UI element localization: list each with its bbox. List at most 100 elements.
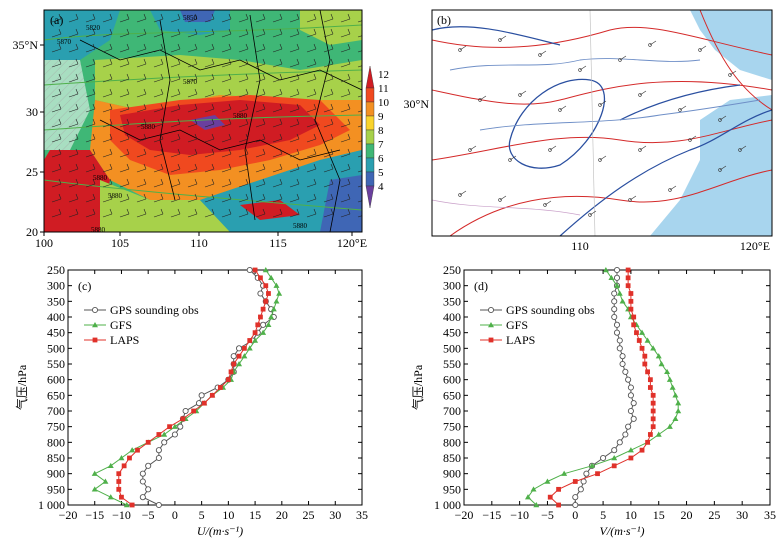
data-point (630, 400, 637, 407)
wind-barb (204, 58, 215, 68)
river-line (449, 58, 701, 71)
data-point (156, 432, 162, 437)
data-point (155, 501, 162, 509)
contour-label: 5880 (233, 112, 248, 120)
wind-barb (153, 118, 164, 128)
data-point (171, 423, 178, 429)
data-point (167, 424, 172, 430)
data-point (639, 345, 645, 351)
wind-barb (170, 13, 181, 23)
wind-barb (102, 193, 113, 203)
data-point (636, 338, 642, 343)
data-point (616, 337, 623, 344)
wind-barb (272, 58, 283, 68)
wind-barb (119, 103, 130, 113)
data-point (628, 455, 634, 461)
station-marker (538, 53, 542, 57)
colorbar-segment (365, 157, 375, 173)
contour-red (432, 80, 772, 105)
sea-north (690, 10, 772, 80)
station-marker (688, 138, 692, 142)
contour-blue (432, 26, 561, 46)
wind-barb (204, 148, 215, 158)
data-point (616, 439, 623, 446)
station-marker (508, 158, 512, 162)
wind-barb (51, 73, 62, 83)
data-point (230, 353, 237, 360)
data-point (572, 479, 578, 484)
wind-barb (153, 28, 164, 38)
wind-barb (306, 43, 317, 53)
field-red-core (120, 100, 320, 155)
panel-b-lon-tick: 120°E (740, 239, 770, 253)
station-wind (599, 100, 607, 106)
field-blue-north (180, 10, 215, 22)
data-point (252, 267, 258, 273)
wind-barb (187, 73, 198, 83)
station-wind (639, 90, 647, 96)
data-point (655, 353, 662, 359)
wind-barb (306, 193, 317, 203)
wind-barb (306, 118, 317, 128)
station-marker (578, 68, 582, 72)
data-point (533, 502, 540, 508)
y-tick-label: 750 (47, 420, 65, 434)
wind-barb (272, 13, 283, 23)
station-wind (619, 55, 627, 61)
station-wind (699, 45, 707, 51)
station-wind (479, 95, 487, 101)
panel-b-lon-tick: 110 (571, 239, 589, 253)
contour-line (44, 24, 362, 41)
data-point (675, 400, 682, 406)
wind-barb (102, 148, 113, 158)
contour-line (44, 114, 362, 131)
lat-tick-label: 30 (26, 105, 38, 119)
data-point (123, 502, 130, 508)
wind-barb (85, 43, 96, 53)
y-tick-label: 700 (47, 404, 65, 418)
data-point (611, 306, 618, 313)
data-point (258, 275, 263, 281)
data-point (664, 368, 671, 375)
wind-barb (68, 163, 79, 173)
wind-barb (187, 163, 198, 173)
station-wind (739, 145, 747, 151)
data-point (672, 415, 679, 422)
wind-barb (323, 103, 334, 113)
data-point (102, 478, 109, 484)
data-point (614, 282, 620, 288)
wind-barb (221, 148, 232, 158)
wind-barb (187, 13, 198, 23)
x-tick-label: −5 (541, 508, 554, 522)
station-marker (498, 38, 502, 42)
station-wind (669, 185, 677, 191)
data-point (155, 454, 162, 462)
station-marker (498, 198, 502, 202)
y-tick-label: 500 (47, 341, 65, 355)
wind-barb (255, 13, 266, 23)
station-marker (718, 168, 722, 172)
y-tick-label: 800 (47, 435, 65, 449)
wind-barb (170, 43, 181, 53)
x-tick-label: 0 (572, 508, 578, 522)
wind-barb (238, 133, 249, 143)
lon-tick-label: 100 (35, 236, 53, 250)
wind-barb (153, 73, 164, 83)
wind-barb (102, 103, 113, 113)
wind-barb (289, 88, 300, 98)
data-point (236, 361, 243, 367)
wind-barb (289, 103, 300, 113)
data-point (611, 463, 617, 469)
y-tick-label: 600 (443, 373, 461, 387)
wind-barb (85, 88, 96, 98)
data-point (611, 298, 618, 305)
x-tick-label: −20 (59, 508, 78, 522)
wind-barb (221, 163, 232, 173)
wind-barb (306, 163, 317, 173)
wind-barb (119, 88, 130, 98)
data-point (572, 501, 579, 509)
wind-barb (170, 103, 181, 113)
wind-barb (51, 193, 62, 203)
data-point (116, 486, 122, 492)
